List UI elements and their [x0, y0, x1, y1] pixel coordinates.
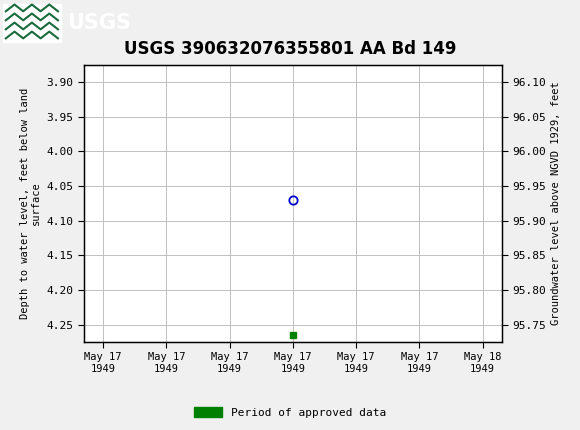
- Y-axis label: Groundwater level above NGVD 1929, feet: Groundwater level above NGVD 1929, feet: [552, 81, 561, 325]
- Bar: [3, 3, 61, 42]
- Legend: Period of approved data: Period of approved data: [190, 403, 390, 422]
- Y-axis label: Depth to water level, feet below land
surface: Depth to water level, feet below land su…: [20, 88, 41, 319]
- Text: USGS 390632076355801 AA Bd 149: USGS 390632076355801 AA Bd 149: [124, 40, 456, 58]
- Text: USGS: USGS: [67, 12, 130, 33]
